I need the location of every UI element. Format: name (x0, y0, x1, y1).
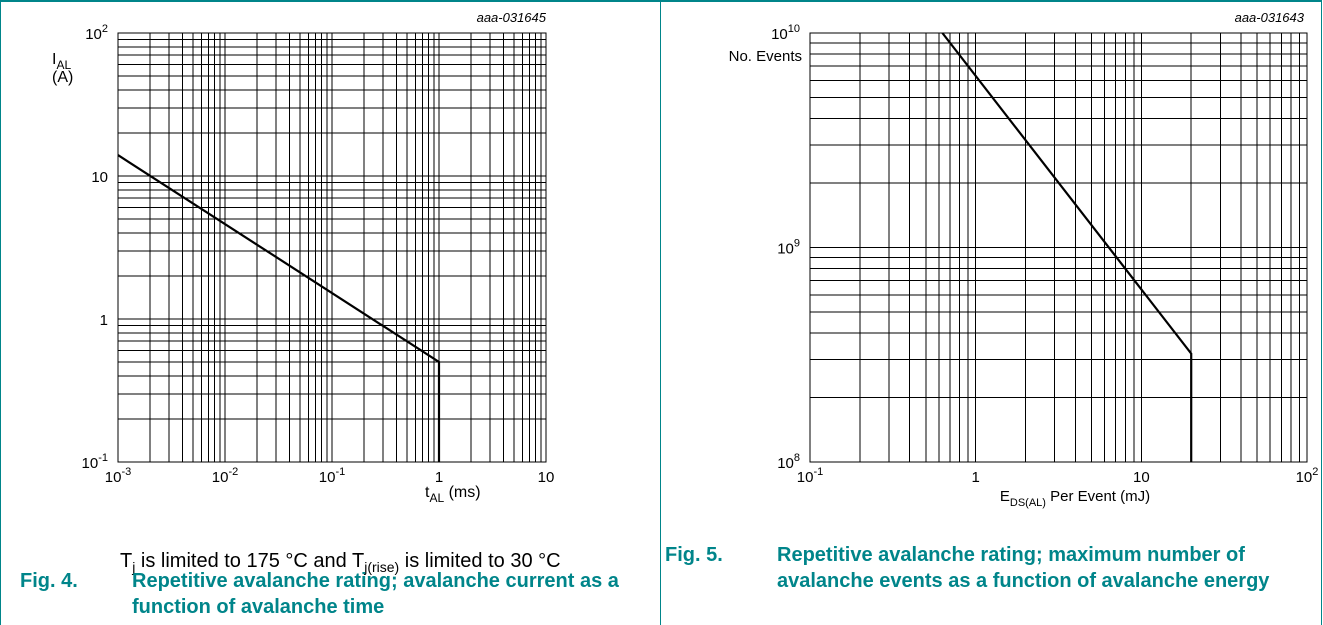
y-axis-unit: (A) (52, 69, 73, 86)
frame-divider (660, 0, 661, 625)
x-tick-label: 10-1 (797, 466, 823, 486)
frame-left-border (0, 0, 1, 625)
fig4-caption: Fig. 4. Repetitive avalanche rating; ava… (20, 568, 650, 624)
y-tick-label: 10 (91, 169, 108, 186)
plot-frame (117, 32, 547, 463)
figure-number: Fig. 5. (665, 544, 723, 566)
grid (118, 33, 546, 462)
x-tick-label: 10-1 (319, 466, 345, 486)
x-tick-label: 10-2 (212, 466, 238, 486)
x-axis-label: EDS(AL) Per Event (mJ) (1000, 488, 1150, 509)
y-tick-label: 10-1 (82, 452, 108, 472)
frame-right-border (1321, 0, 1322, 625)
x-tick-label: 10-3 (105, 466, 131, 486)
series-line (941, 32, 1193, 462)
series-line (117, 154, 441, 462)
fig4-note: Tj is limited to 175 °C and Tj(rise) is … (120, 550, 561, 575)
x-axis-label: tAL (ms) (425, 484, 481, 505)
y-axis-label: IAL (52, 51, 71, 72)
chart-fig4: aaa-031645 IAL (A) tAL (ms) 10-3 10-2 10-1… (52, 10, 554, 505)
grid (810, 33, 1307, 462)
fig5-caption: Fig. 5. Repetitive avalanche rating; max… (665, 542, 1315, 622)
plot-frame (809, 32, 1308, 463)
chart-id-label: aaa-031643 (1235, 10, 1305, 25)
chart-fig5: aaa-031643 No. Events EDS(AL) Per Event … (729, 10, 1319, 509)
y-tick-label: 1010 (771, 23, 800, 43)
x-tick-label: 102 (1296, 466, 1319, 486)
figure-number: Fig. 4. (20, 570, 78, 592)
y-tick-label: 108 (777, 452, 800, 472)
y-tick-label: 102 (85, 23, 108, 43)
x-tick-label: 10 (538, 469, 555, 486)
x-tick-label: 1 (435, 469, 443, 486)
y-tick-label: 1 (100, 312, 108, 329)
y-tick-label: 109 (777, 238, 800, 258)
x-tick-label: 1 (971, 469, 979, 486)
chart-id-label: aaa-031645 (477, 10, 547, 25)
y-axis-label: No. Events (729, 48, 802, 65)
x-tick-label: 10 (1133, 469, 1150, 486)
caption-text: Repetitive avalanche rating; maximum num… (777, 544, 1270, 592)
caption-text: Repetitive avalanche rating; avalanche c… (132, 570, 619, 618)
